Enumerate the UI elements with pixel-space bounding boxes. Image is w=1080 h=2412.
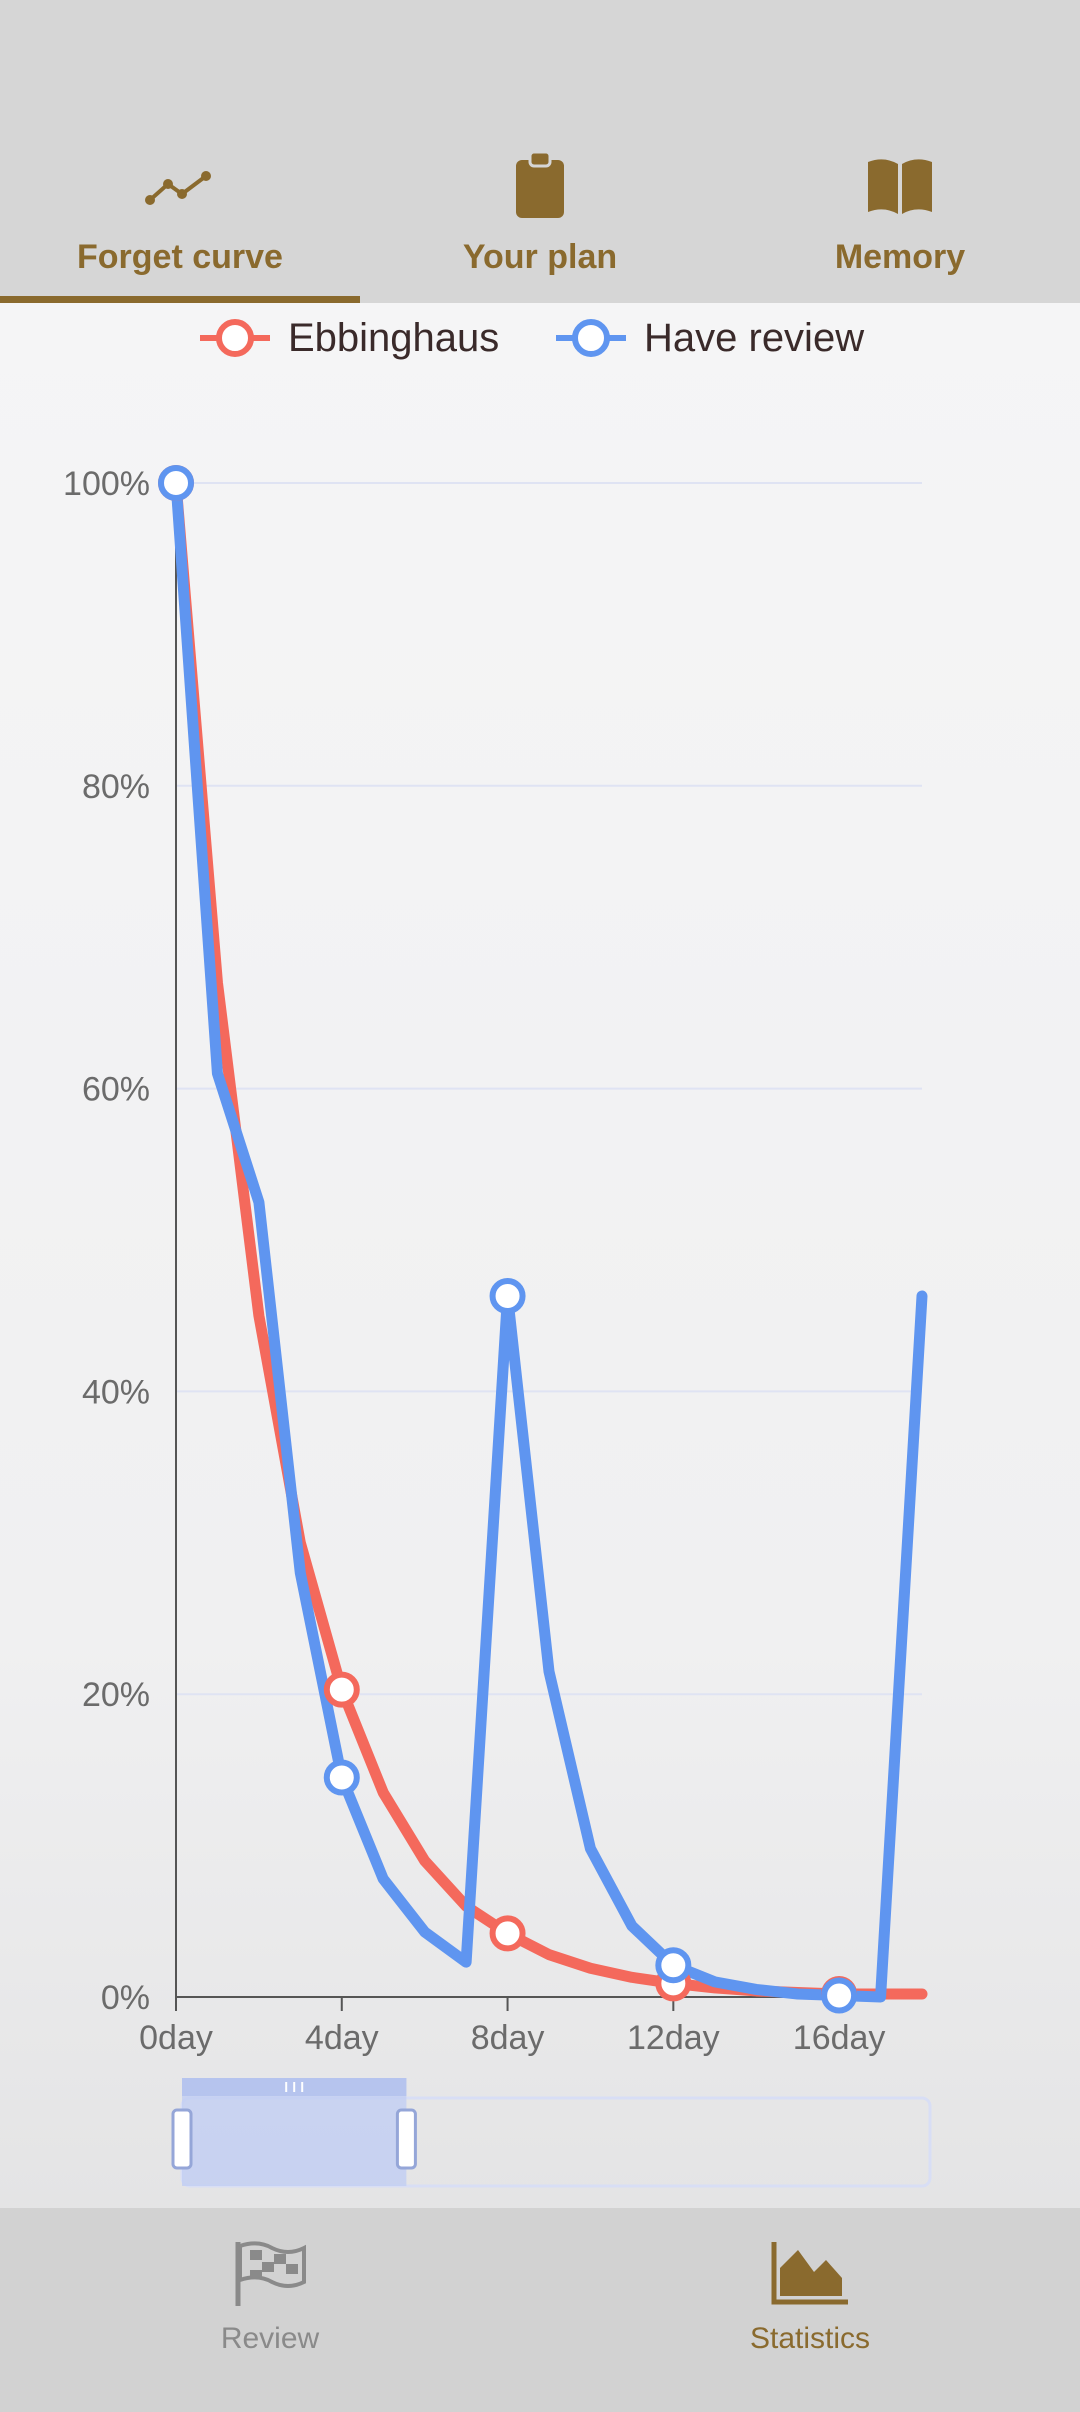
series-line-review (170, 477, 928, 2003)
x-tick-label: 4day (305, 2019, 379, 2057)
zoom-slider[interactable] (171, 2078, 932, 2188)
x-tick-label: 8day (471, 2019, 545, 2057)
legend-label: Have review (644, 316, 864, 360)
x-tick-label: 0day (139, 2019, 213, 2057)
data-point (323, 1671, 360, 1708)
data-point (489, 1915, 526, 1952)
data-point (821, 1977, 858, 2014)
checkered-flag-icon (228, 2238, 312, 2308)
data-point (655, 1947, 692, 1984)
y-tick-label: 100% (63, 465, 150, 503)
y-tick-label: 0% (101, 1979, 150, 2017)
nav-label: Statistics (749, 2322, 871, 2355)
bottom-nav: Review Statistics (0, 2208, 1080, 2412)
zoom-handle (171, 2108, 193, 2170)
active-tab-indicator (0, 296, 360, 303)
forget-curve-chart: Ebbinghaus Have review 0% 20% 40% 60% 80% 100%… (63, 316, 932, 2188)
data-point (323, 1759, 360, 1796)
data-point (489, 1278, 526, 1315)
tab-label: Your plan (462, 238, 618, 276)
chart-grid (176, 482, 922, 1696)
chart-series (158, 465, 928, 2014)
legend-label: Ebbinghaus (288, 316, 499, 360)
open-book-icon (864, 148, 936, 220)
legend-marker (572, 319, 610, 357)
tab-memory[interactable]: Memory (720, 120, 1080, 303)
tab-label: Forget curve (77, 238, 283, 276)
data-point (158, 465, 194, 501)
nav-review[interactable]: Review (0, 2208, 540, 2412)
status-area (0, 0, 1080, 120)
series-line-ebbinghaus (170, 477, 928, 2000)
tab-label: Memory (834, 238, 966, 276)
line-chart-icon (144, 148, 216, 220)
y-tick-label: 80% (82, 768, 150, 806)
chart-area: Ebbinghaus Have review 0% 20% 40% 60% 80% 100%… (0, 303, 1080, 2208)
y-tick-label: 40% (82, 1373, 150, 1411)
nav-label: Review (220, 2322, 320, 2355)
top-tab-bar: Forget curve Your plan Memory (0, 120, 1080, 303)
x-tick-label: 16day (793, 2019, 886, 2057)
tab-your-plan[interactable]: Your plan (360, 120, 720, 303)
y-tick-label: 60% (82, 1071, 150, 1109)
legend-marker (216, 319, 254, 357)
chart-legend[interactable]: Ebbinghaus Have review (200, 316, 864, 360)
tab-forget-curve[interactable]: Forget curve (0, 120, 360, 303)
zoom-handle (395, 2108, 417, 2170)
y-tick-label: 20% (82, 1676, 150, 1714)
nav-statistics[interactable]: Statistics (540, 2208, 1080, 2412)
area-chart-icon (768, 2238, 852, 2308)
chart-axes: 0% 20% 40% 60% 80% 100% 0day 4day 8day 12day 16day (63, 465, 922, 2057)
x-tick-label: 12day (627, 2019, 720, 2057)
clipboard-icon (504, 148, 576, 220)
